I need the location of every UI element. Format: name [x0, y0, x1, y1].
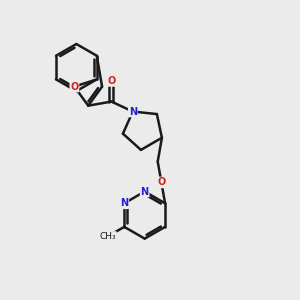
- Text: N: N: [141, 187, 149, 196]
- Text: O: O: [157, 177, 166, 188]
- Text: O: O: [70, 82, 79, 92]
- Text: CH₃: CH₃: [99, 232, 116, 241]
- Text: N: N: [129, 106, 137, 116]
- Text: O: O: [107, 76, 116, 86]
- Text: N: N: [120, 198, 128, 208]
